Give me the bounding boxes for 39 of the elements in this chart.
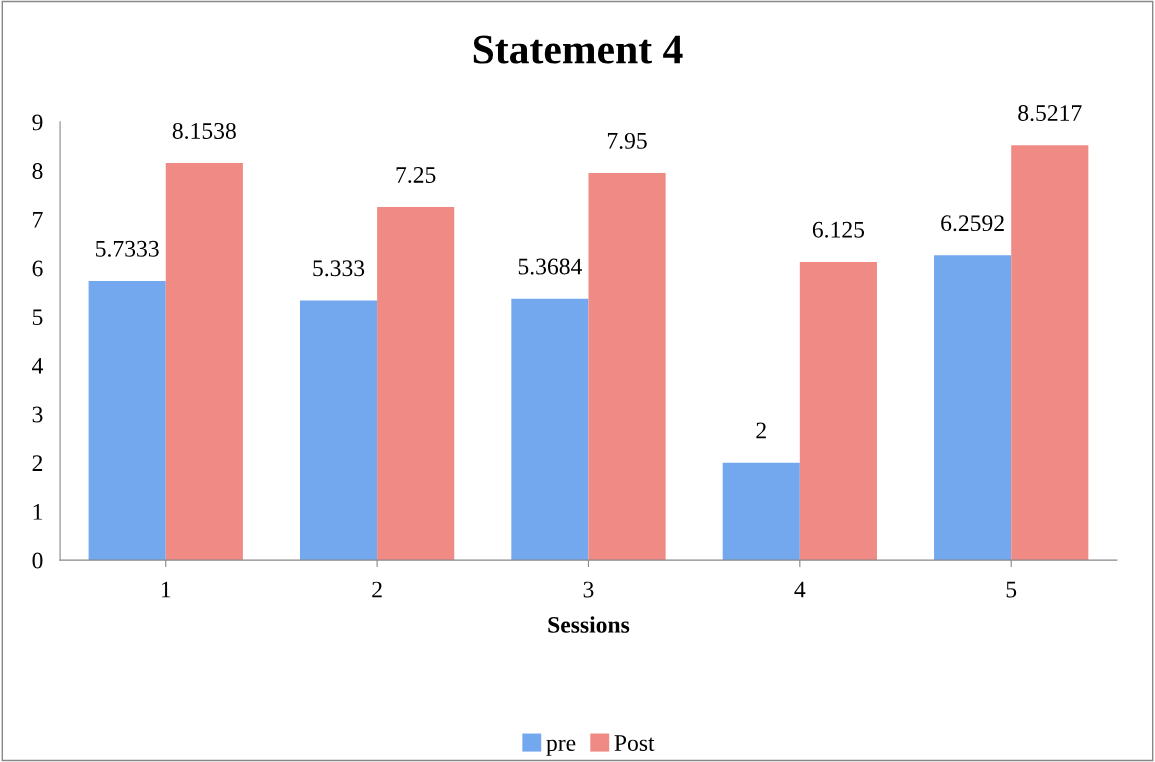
data-label: 5.3684 xyxy=(518,258,582,275)
data-label: 7.25 xyxy=(396,167,436,183)
y-tick-label: 1 xyxy=(33,503,42,520)
bar xyxy=(88,280,166,561)
y-tick-label: 7 xyxy=(33,212,43,228)
data-label: 6.2592 xyxy=(941,215,1004,232)
y-tick-label: 0 xyxy=(32,552,43,569)
bar xyxy=(722,462,800,561)
y-tick-label: 2 xyxy=(32,455,43,471)
bar xyxy=(588,173,666,561)
x-tick-label: 5 xyxy=(1006,581,1017,598)
y-tick-label: 8 xyxy=(32,163,43,180)
y-tick-label: 3 xyxy=(32,406,43,423)
data-label: 5.7333 xyxy=(96,240,159,257)
bar xyxy=(511,298,589,561)
bar xyxy=(377,207,455,561)
chart-title: Statement 4 xyxy=(473,35,683,64)
y-tick-label: 9 xyxy=(32,114,43,131)
data-label: 5.333 xyxy=(313,260,365,277)
x-tick-label: 1 xyxy=(161,581,171,598)
x-tick-label: 3 xyxy=(583,581,594,598)
y-tick-label: 5 xyxy=(32,309,43,326)
y-tick-label: 4 xyxy=(32,357,44,374)
x-axis-title: Sessions xyxy=(548,616,630,633)
data-label: 8.5217 xyxy=(1018,105,1082,122)
data-label: 7.95 xyxy=(607,132,647,149)
bar xyxy=(165,163,243,561)
data-label: 8.1538 xyxy=(172,122,236,139)
bar xyxy=(934,255,1012,561)
bar xyxy=(1011,145,1089,561)
legend-label: pre xyxy=(546,739,576,756)
y-tick-label: 6 xyxy=(32,260,43,277)
x-tick-label: 2 xyxy=(372,581,382,598)
x-tick-label: 4 xyxy=(794,581,806,598)
data-label: 2 xyxy=(756,422,766,439)
data-label: 6.125 xyxy=(812,221,865,238)
legend-label: Post xyxy=(614,735,655,751)
bar xyxy=(299,300,378,561)
bar xyxy=(799,261,877,561)
